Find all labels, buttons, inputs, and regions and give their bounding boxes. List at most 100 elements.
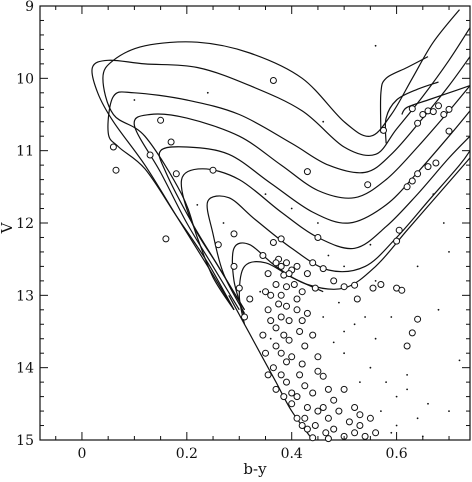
star-marker — [403, 183, 411, 191]
star-marker — [264, 371, 272, 379]
star-marker — [403, 342, 411, 350]
field-dot — [259, 290, 262, 293]
star-marker — [269, 77, 277, 84]
isochrone-curve — [180, 135, 471, 311]
field-dot — [359, 381, 361, 383]
field-dot — [196, 204, 199, 206]
field-dot — [374, 337, 377, 340]
isochrone-curve — [228, 295, 314, 441]
field-dot — [448, 410, 450, 412]
star-marker — [395, 226, 403, 234]
star-marker — [408, 177, 416, 185]
isochrone-curve — [401, 85, 471, 115]
star-marker — [277, 371, 285, 379]
star-marker — [230, 262, 238, 270]
star-marker — [214, 241, 222, 249]
star-marker — [301, 342, 309, 350]
star-marker — [303, 425, 311, 433]
star-marker — [277, 291, 285, 299]
field-dot — [406, 388, 408, 391]
field-dot — [374, 44, 377, 47]
star-marker — [364, 181, 372, 189]
star-marker — [414, 119, 422, 127]
star-marker — [167, 138, 175, 146]
star-marker — [269, 239, 277, 246]
star-marker — [393, 237, 401, 245]
star-marker — [311, 284, 319, 292]
star-marker — [267, 317, 275, 325]
star-marker — [230, 230, 238, 238]
star-marker — [303, 309, 311, 317]
star-marker — [414, 170, 422, 178]
y-tick-label: 15 — [16, 433, 34, 449]
star-marker — [309, 259, 317, 267]
star-marker — [311, 422, 319, 429]
field-dot — [338, 301, 340, 304]
star-marker — [264, 270, 272, 278]
star-marker — [319, 404, 327, 411]
star-marker — [267, 291, 275, 299]
field-dot — [269, 337, 272, 340]
star-marker — [314, 234, 322, 241]
star-marker — [209, 166, 217, 174]
star-marker — [109, 143, 117, 151]
star-marker — [435, 102, 442, 110]
star-marker — [157, 116, 165, 124]
y-tick-label: 11 — [16, 144, 34, 160]
field-dot — [222, 222, 225, 224]
isochrone-curve — [91, 27, 471, 311]
star-marker — [353, 295, 361, 303]
star-marker — [285, 317, 293, 325]
star-marker — [277, 313, 285, 321]
field-dot — [416, 417, 419, 420]
field-dot — [343, 330, 345, 333]
star-marker — [330, 425, 338, 433]
star-marker — [272, 259, 280, 267]
star-marker — [432, 159, 440, 167]
star-marker — [314, 353, 322, 361]
star-marker — [283, 302, 290, 310]
star-marker — [366, 414, 374, 422]
field-dot — [343, 265, 345, 268]
star-marker — [340, 385, 348, 393]
field-dot — [364, 316, 366, 318]
star-marker — [264, 306, 272, 314]
star-marker — [324, 385, 332, 393]
field-dot — [395, 395, 398, 398]
field-dot — [369, 366, 372, 369]
star-marker — [414, 315, 422, 323]
star-marker — [335, 407, 343, 415]
star-marker — [424, 163, 432, 171]
star-marker — [398, 286, 406, 294]
field-dot — [416, 265, 419, 268]
star-marker — [283, 283, 290, 291]
star-marker — [303, 168, 311, 176]
star-marker — [272, 342, 280, 350]
x-tick-label: 0.2 — [176, 446, 198, 462]
y-tick-label: 9 — [25, 0, 34, 15]
y-tick-label: 14 — [16, 361, 34, 377]
star-marker — [172, 170, 180, 178]
star-marker — [303, 404, 311, 411]
axis-ticks: 0 0.2 0.4 0.6 9 10 11 12 13 14 15 — [16, 0, 470, 462]
star-marker — [288, 400, 296, 408]
isochrone-curve — [206, 150, 471, 314]
x-axis-label: b-y — [243, 460, 267, 478]
star-marker — [298, 422, 306, 429]
star-marker — [277, 349, 285, 357]
field-dot — [390, 316, 393, 318]
x-tick-label: 0.6 — [385, 446, 407, 462]
star-marker — [445, 127, 453, 135]
star-marker — [309, 331, 317, 339]
star-marker — [369, 284, 377, 292]
star-marker — [272, 324, 280, 332]
star-marker — [293, 306, 301, 314]
star-marker — [309, 434, 317, 442]
star-marker — [272, 385, 280, 393]
star-marker — [259, 331, 267, 339]
y-axis-label: V — [0, 221, 16, 234]
star-marker — [356, 411, 364, 419]
field-dot — [322, 120, 325, 123]
star-marker — [293, 262, 301, 270]
isochrone-curve — [379, 56, 429, 133]
